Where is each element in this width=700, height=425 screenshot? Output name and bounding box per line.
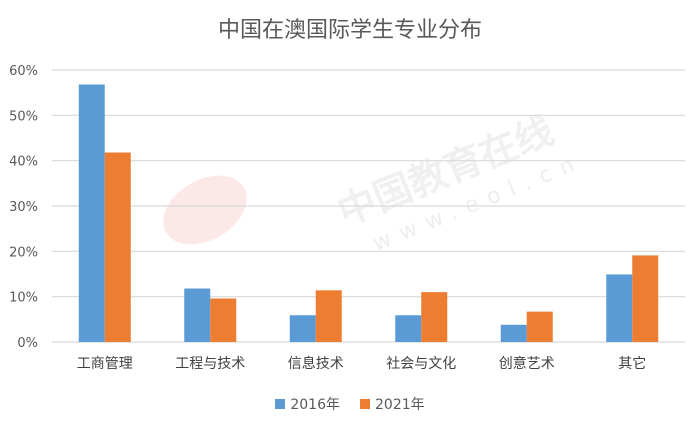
bar-2021 — [210, 298, 237, 342]
legend-item-2016: 2016年 — [275, 394, 340, 414]
y-tick-label: 0% — [17, 336, 38, 351]
y-tick-label: 10% — [9, 291, 38, 306]
legend: 2016年 2021年 — [0, 394, 700, 414]
legend-item-2021: 2021年 — [360, 394, 425, 414]
x-tick-label: 信息技术 — [288, 355, 344, 372]
bar-2021 — [421, 292, 448, 342]
legend-swatch — [360, 399, 370, 409]
y-tick-label: 60% — [9, 64, 38, 79]
y-tick-label: 30% — [9, 200, 38, 215]
bar-2016 — [289, 315, 316, 342]
x-tick-label: 社会与文化 — [386, 356, 456, 372]
bar-2016 — [184, 288, 211, 342]
legend-label: 2016年 — [290, 397, 340, 413]
chart-title: 中国在澳国际学生专业分布 — [217, 18, 482, 43]
x-tick-label: 工程与技术 — [175, 356, 245, 372]
x-tick-label: 创意艺术 — [499, 355, 555, 372]
bar-2016 — [500, 324, 527, 342]
bar-2021 — [104, 152, 131, 342]
x-tick-label: 其它 — [618, 355, 646, 372]
x-tick-label: 工商管理 — [77, 356, 133, 372]
y-tick-label: 50% — [9, 109, 38, 124]
legend-swatch — [275, 399, 286, 409]
y-tick-label: 40% — [9, 155, 38, 170]
bar-2016 — [606, 274, 633, 342]
bar-2021 — [315, 290, 342, 342]
watermark-logo — [163, 175, 247, 245]
legend-label: 2021年 — [375, 397, 425, 413]
bar-2021 — [632, 255, 659, 342]
bar-2021 — [526, 311, 553, 342]
y-tick-label: 20% — [9, 245, 38, 260]
bar-2016 — [78, 84, 105, 343]
bar-2016 — [395, 315, 422, 342]
